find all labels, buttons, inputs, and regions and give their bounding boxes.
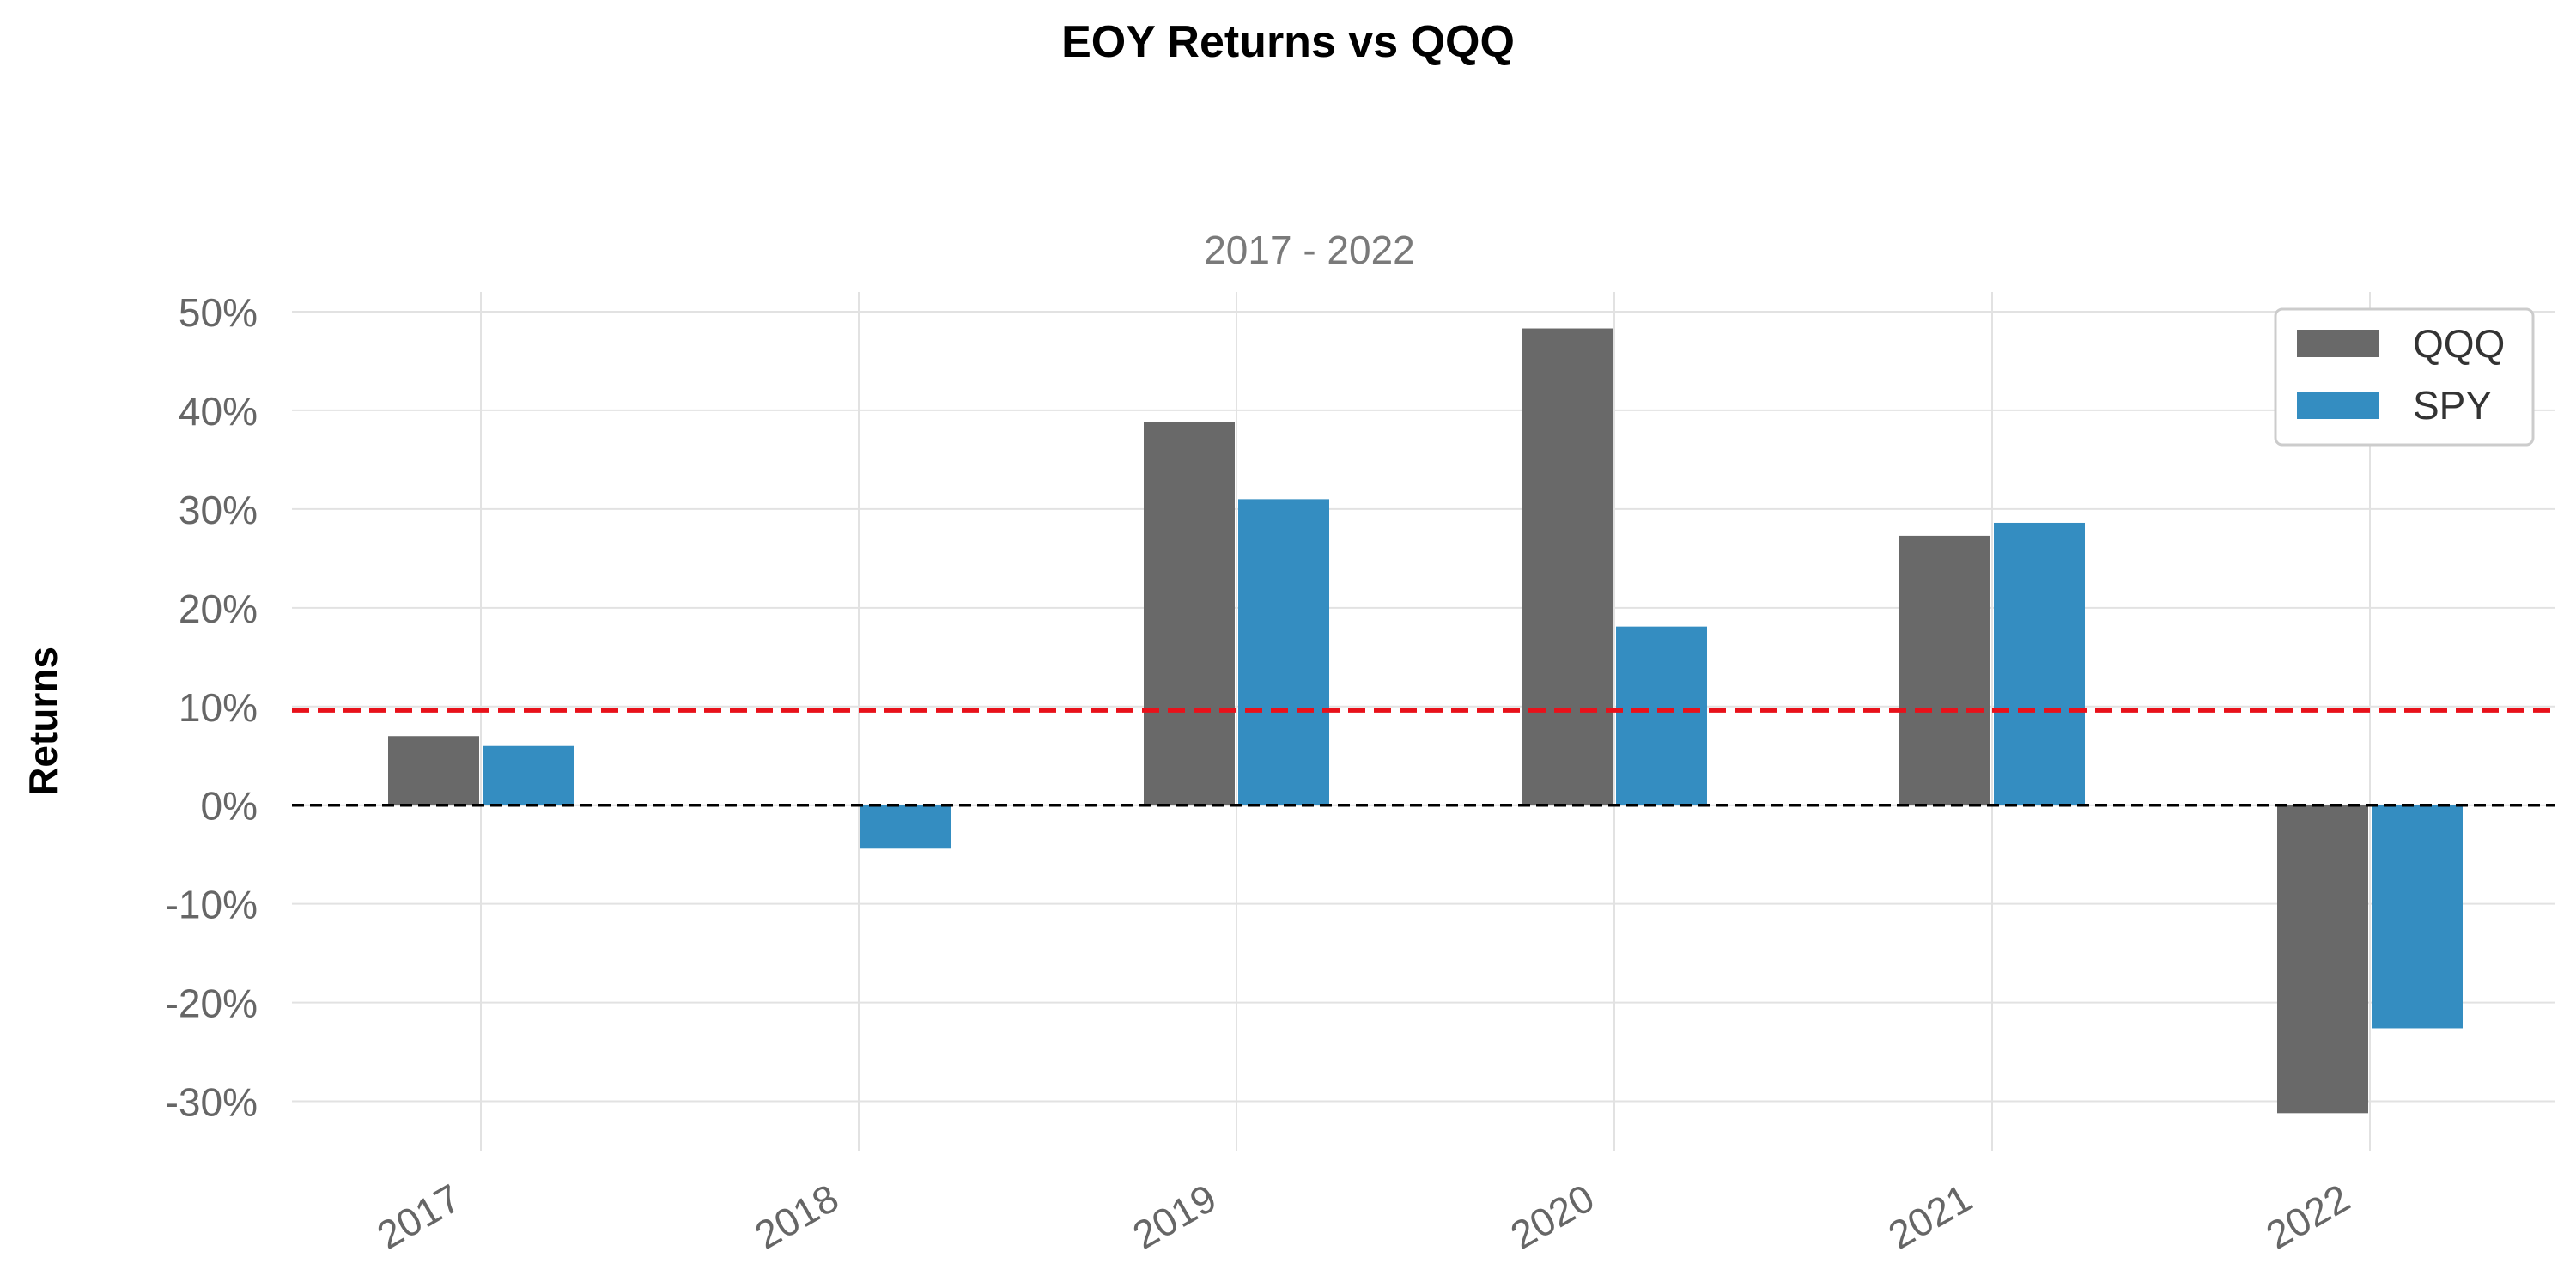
bars xyxy=(388,328,2463,1114)
bar-spy-2021 xyxy=(1994,522,2085,805)
y-tick-label: 0% xyxy=(201,784,258,829)
legend-swatch-qqq xyxy=(2297,330,2379,357)
y-tick-label: 20% xyxy=(179,586,258,631)
x-tick-label: 2019 xyxy=(1125,1176,1224,1258)
bar-spy-2022 xyxy=(2372,805,2463,1029)
y-tick-label: 10% xyxy=(179,685,258,730)
chart-subtitle: 2017 - 2022 xyxy=(1204,228,1415,272)
bar-qqq-2019 xyxy=(1144,422,1235,805)
bar-spy-2017 xyxy=(483,745,574,805)
y-tick-label: 30% xyxy=(179,488,258,532)
x-tick-label: 2022 xyxy=(2258,1176,2357,1258)
legend-label-qqq: QQQ xyxy=(2413,321,2505,366)
bar-spy-2019 xyxy=(1238,499,1329,805)
bar-qqq-2017 xyxy=(388,736,479,805)
y-tick-label: -30% xyxy=(166,1080,258,1125)
y-tick-label: -20% xyxy=(166,981,258,1026)
legend-swatch-spy xyxy=(2297,392,2379,419)
bar-qqq-2022 xyxy=(2277,805,2368,1114)
bar-qqq-2020 xyxy=(1522,328,1613,805)
x-tick-labels: 2017 2018 2019 2020 2021 2022 xyxy=(369,1176,2357,1258)
x-tick-label: 2017 xyxy=(369,1176,468,1258)
bar-spy-2020 xyxy=(1616,626,1707,805)
y-tick-label: 50% xyxy=(179,290,258,335)
bar-qqq-2021 xyxy=(1899,535,1990,805)
x-tick-label: 2021 xyxy=(1880,1176,1979,1258)
y-tick-labels: 50% 40% 30% 20% 10% 0% -10% -20% -30% xyxy=(166,290,258,1125)
y-tick-label: -10% xyxy=(166,883,258,927)
legend: QQQ SPY xyxy=(2274,307,2535,447)
x-tick-label: 2020 xyxy=(1503,1176,1601,1258)
chart-title: EOY Returns vs QQQ xyxy=(1061,17,1515,67)
grid-lines xyxy=(292,292,2555,1151)
reference-lines xyxy=(292,708,2555,807)
y-tick-label: 40% xyxy=(179,389,258,434)
bar-spy-2018 xyxy=(860,805,951,849)
x-tick-label: 2018 xyxy=(747,1176,846,1258)
legend-label-spy: SPY xyxy=(2413,383,2492,428)
y-axis-label: Returns xyxy=(21,647,65,796)
